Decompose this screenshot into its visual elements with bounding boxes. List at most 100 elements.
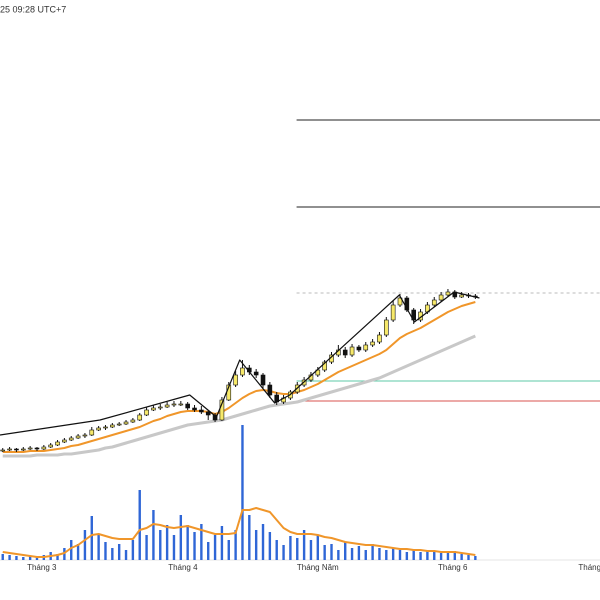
volume-bar xyxy=(405,552,409,560)
volume-bar xyxy=(117,544,121,560)
candle-body xyxy=(205,411,211,416)
volume-bar xyxy=(330,544,333,560)
volume-ma xyxy=(2,507,476,558)
volume-bar xyxy=(35,557,39,560)
volume-bar xyxy=(419,552,422,560)
volume-bar xyxy=(159,530,162,560)
x-tick-label: Tháng 4 xyxy=(168,563,198,572)
candle-body xyxy=(342,349,348,356)
volume-bar xyxy=(337,550,340,560)
volume-bar xyxy=(344,542,347,560)
volume-bar xyxy=(165,525,169,560)
candle-body xyxy=(267,384,273,396)
candle-body xyxy=(390,304,396,321)
ma-fast xyxy=(2,301,476,453)
candle-body xyxy=(137,414,143,421)
volume-bar xyxy=(323,545,326,560)
volume-bar xyxy=(207,542,210,560)
candle-body xyxy=(164,404,170,408)
volume-bar xyxy=(145,535,148,560)
volume-bar xyxy=(56,554,59,560)
x-tick-label: Tháng Năm xyxy=(297,563,339,572)
volume-bar xyxy=(378,548,381,560)
candle-body xyxy=(130,419,136,423)
candle-body xyxy=(103,426,108,429)
volume-bar xyxy=(172,535,176,560)
candle-body xyxy=(0,449,6,452)
volume-bar xyxy=(261,524,265,560)
candle-body xyxy=(27,447,33,450)
volume-bar xyxy=(138,490,141,560)
volume-bar xyxy=(111,548,114,560)
volume-bar xyxy=(289,536,292,560)
candle-body xyxy=(438,294,444,301)
volume-bar xyxy=(412,550,415,560)
candle-body xyxy=(185,403,190,409)
candle-body xyxy=(253,371,259,376)
candle-body xyxy=(370,341,375,346)
volume-bar xyxy=(70,540,73,560)
candle-body xyxy=(62,439,67,443)
volume-bar xyxy=(391,548,395,560)
volume-bar xyxy=(179,515,183,560)
volume-bar xyxy=(90,516,93,560)
candle-body xyxy=(363,344,369,351)
volume-bar xyxy=(385,550,388,560)
volume-bar xyxy=(460,554,463,560)
volume-bar xyxy=(275,540,278,560)
volume-bar xyxy=(282,545,285,560)
volume-bar xyxy=(398,550,402,560)
volume-bar xyxy=(241,425,244,560)
volume-bar xyxy=(97,535,100,560)
volume-bar xyxy=(296,538,299,560)
candle-body xyxy=(157,406,163,409)
candle-body xyxy=(82,434,88,437)
volume-bar xyxy=(302,530,306,560)
volume-bar xyxy=(200,524,203,560)
volume-bar xyxy=(227,540,230,560)
volume-bar xyxy=(453,551,456,560)
candle-body xyxy=(377,334,382,343)
volume-bar xyxy=(371,544,374,560)
candle-body xyxy=(151,407,156,411)
x-tick-label: Tháng xyxy=(578,563,600,572)
candle-body xyxy=(322,361,327,371)
volume-bar xyxy=(254,530,258,560)
volume-bar xyxy=(248,515,251,560)
candle-body xyxy=(75,435,81,439)
candle-body xyxy=(55,441,60,446)
timestamp: 25 09:28 UTC+7 xyxy=(0,4,66,14)
candle-body xyxy=(41,446,47,450)
volume-bar xyxy=(213,535,217,560)
candle-body xyxy=(123,421,129,425)
volume-bar xyxy=(15,556,18,560)
ma-slow xyxy=(2,334,476,458)
volume-bar xyxy=(8,555,11,560)
x-tick-label: Tháng 3 xyxy=(27,563,57,572)
volume-bar xyxy=(426,551,429,560)
volume-bar xyxy=(309,540,313,560)
candle-body xyxy=(96,427,101,431)
volume-bar xyxy=(193,532,196,560)
zigzag xyxy=(0,291,480,436)
candle-body xyxy=(116,423,122,426)
candle-body xyxy=(212,414,218,421)
candle-body xyxy=(14,448,19,451)
candle-body xyxy=(171,403,177,406)
candle-body xyxy=(48,444,53,448)
candle-body xyxy=(178,403,184,406)
volume-bar xyxy=(83,530,87,560)
volume-bar xyxy=(357,546,361,560)
candle-body xyxy=(192,407,197,411)
volume-bar xyxy=(316,535,320,560)
volume-bar xyxy=(76,544,80,560)
volume-bar xyxy=(446,552,450,560)
volume-bar xyxy=(131,540,135,560)
candle-body xyxy=(349,346,355,356)
candle-body xyxy=(34,447,40,450)
candle-body xyxy=(110,424,115,428)
candle-body xyxy=(7,448,12,451)
candle-body xyxy=(431,299,437,306)
volume-bar xyxy=(467,555,470,560)
